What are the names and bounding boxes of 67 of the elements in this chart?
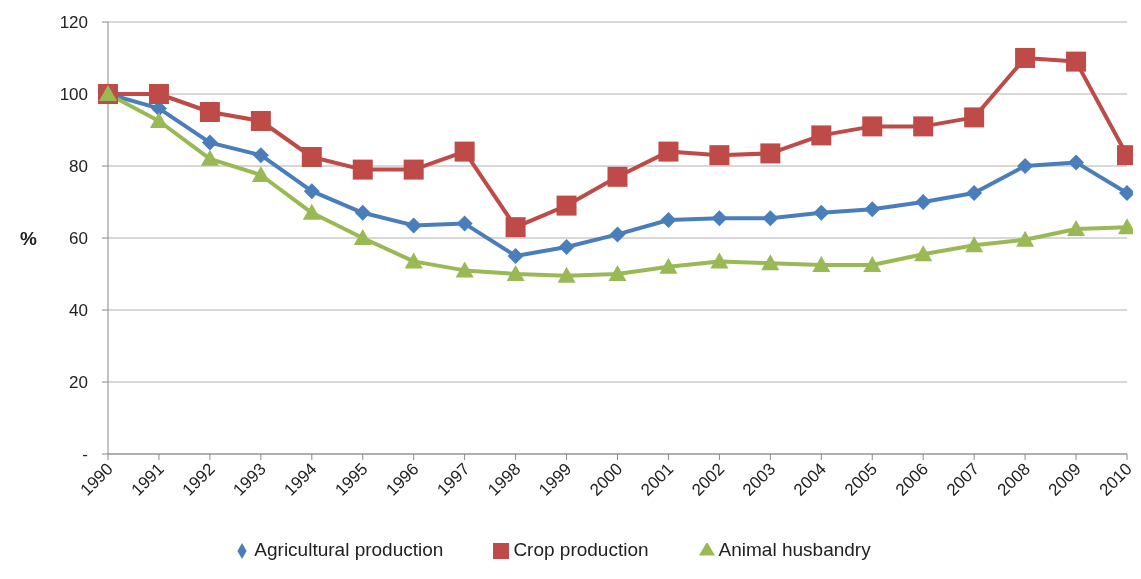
point — [760, 143, 781, 164]
point — [403, 159, 424, 180]
point — [352, 159, 373, 180]
point — [250, 111, 271, 131]
y-tick-label: 80 — [69, 157, 88, 177]
y-tick-label: 120 — [59, 13, 88, 33]
point — [812, 256, 831, 272]
point — [507, 248, 524, 264]
legend-label: Crop production — [513, 539, 649, 560]
point — [252, 147, 269, 164]
point — [456, 215, 473, 232]
point — [556, 195, 577, 216]
point — [913, 116, 934, 137]
point — [811, 125, 832, 146]
point — [404, 252, 423, 269]
point — [966, 185, 983, 201]
point — [201, 134, 218, 151]
point — [658, 141, 679, 162]
point — [863, 256, 882, 272]
point — [149, 112, 168, 128]
point — [558, 239, 575, 255]
point — [711, 210, 728, 227]
point — [353, 229, 372, 245]
point — [148, 84, 169, 104]
y-tick-label: 100 — [59, 85, 88, 105]
point — [762, 210, 779, 227]
point — [302, 203, 321, 220]
point — [199, 102, 220, 122]
point — [354, 204, 371, 221]
legend-label: Animal husbandry — [718, 539, 871, 560]
point — [1068, 154, 1085, 171]
point — [1017, 158, 1034, 174]
point — [506, 265, 525, 281]
legend-label: Agricultural production — [254, 539, 444, 560]
point — [915, 194, 932, 210]
point — [659, 257, 678, 274]
point — [505, 217, 526, 238]
point — [609, 226, 626, 243]
point — [303, 183, 320, 200]
point — [200, 149, 219, 166]
point — [660, 212, 677, 228]
point — [1015, 48, 1036, 68]
point — [301, 147, 322, 167]
y-tick-label: 60 — [69, 229, 88, 249]
y-tick-label: 20 — [69, 373, 88, 393]
point — [813, 204, 830, 221]
point — [405, 217, 422, 234]
y-tick-label: 40 — [69, 301, 88, 321]
point — [1067, 220, 1086, 236]
point — [864, 201, 881, 218]
point — [709, 145, 730, 166]
point — [1066, 51, 1087, 72]
point — [965, 236, 984, 253]
point — [455, 261, 474, 278]
point — [862, 116, 883, 137]
point — [761, 254, 780, 271]
y-tick-label: - — [82, 445, 88, 465]
point — [964, 107, 985, 128]
point — [607, 166, 628, 187]
point — [454, 141, 475, 162]
point — [914, 245, 933, 262]
point — [251, 166, 270, 182]
point — [710, 252, 729, 269]
point — [557, 266, 576, 283]
y-axis-title: % — [20, 227, 37, 249]
point — [1016, 230, 1035, 247]
point — [608, 265, 627, 281]
